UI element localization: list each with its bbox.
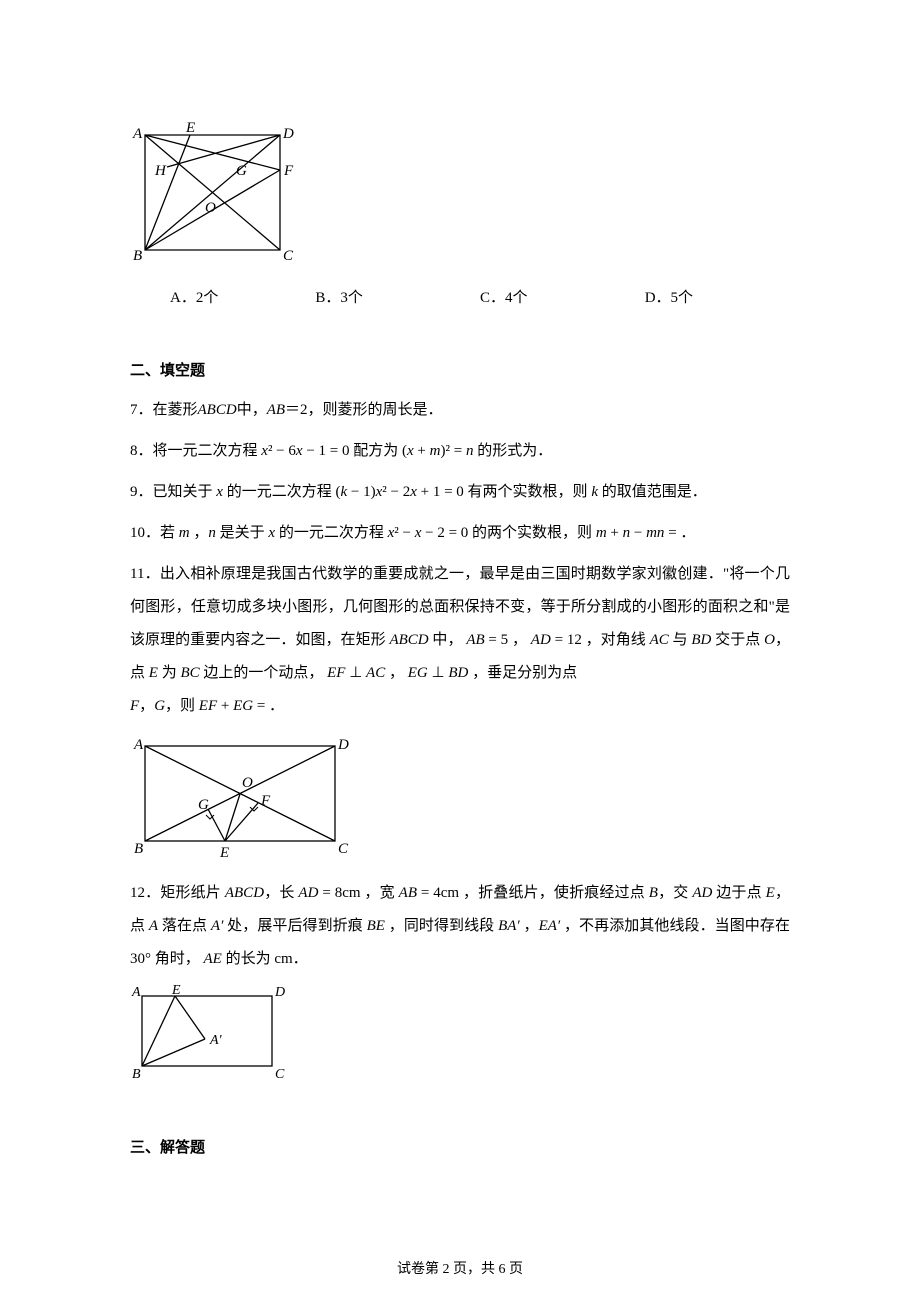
svg-text:A': A' bbox=[209, 1033, 223, 1048]
svg-text:B: B bbox=[134, 841, 143, 857]
svg-text:F: F bbox=[260, 793, 271, 809]
q12-figure: A E D A' B C bbox=[130, 984, 790, 1084]
svg-text:C: C bbox=[283, 248, 294, 264]
q10: 10．若 m ，n 是关于 x 的一元二次方程 x² − x − 2 = 0 的… bbox=[130, 517, 790, 550]
option-b: B．3个 bbox=[315, 286, 480, 307]
q11: 11．出入相补原理是我国古代数学的重要成就之一，最早是由三国时期数学家刘徽创建．… bbox=[130, 558, 790, 723]
section-2-title: 二、填空题 bbox=[130, 359, 790, 380]
svg-text:G: G bbox=[236, 163, 247, 179]
option-d: D．5个 bbox=[645, 286, 790, 307]
q8: 8．将一元二次方程 x² − 6x − 1 = 0 配方为 (x + m)² =… bbox=[130, 435, 790, 468]
svg-text:B: B bbox=[133, 248, 142, 264]
svg-text:E: E bbox=[219, 845, 229, 861]
svg-text:A: A bbox=[131, 985, 141, 1000]
q11-figure: A D O F G B E C bbox=[130, 731, 790, 861]
svg-text:D: D bbox=[274, 985, 285, 1000]
svg-text:E: E bbox=[185, 120, 195, 136]
q9: 9．已知关于 x 的一元二次方程 (k − 1)x² − 2x + 1 = 0 … bbox=[130, 476, 790, 509]
svg-text:A: A bbox=[133, 737, 144, 753]
q12: 12．矩形纸片 ABCD，长 AD = 8cm ，宽 AB = 4cm ，折叠纸… bbox=[130, 877, 790, 976]
svg-text:C: C bbox=[338, 841, 349, 857]
svg-text:O: O bbox=[242, 775, 253, 791]
section-3-title: 三、解答题 bbox=[130, 1136, 790, 1157]
svg-text:D: D bbox=[282, 126, 294, 142]
svg-text:G: G bbox=[198, 797, 209, 813]
q6-figure: A E D H G F O B C bbox=[130, 120, 790, 270]
svg-text:H: H bbox=[154, 163, 167, 179]
q6-options: A．2个 B．3个 C．4个 D．5个 bbox=[170, 286, 790, 307]
svg-text:A: A bbox=[132, 126, 143, 142]
svg-text:E: E bbox=[171, 984, 181, 998]
q7: 7．在菱形ABCD中，AB＝2，则菱形的周长是． bbox=[130, 394, 790, 427]
svg-text:O: O bbox=[205, 200, 216, 216]
svg-text:F: F bbox=[283, 163, 294, 179]
option-c: C．4个 bbox=[480, 286, 645, 307]
svg-text:B: B bbox=[132, 1067, 141, 1082]
svg-text:D: D bbox=[337, 737, 349, 753]
option-a: A．2个 bbox=[170, 286, 315, 307]
svg-text:C: C bbox=[275, 1067, 285, 1082]
page-footer: 试卷第 2 页，共 6 页 bbox=[0, 1258, 920, 1278]
